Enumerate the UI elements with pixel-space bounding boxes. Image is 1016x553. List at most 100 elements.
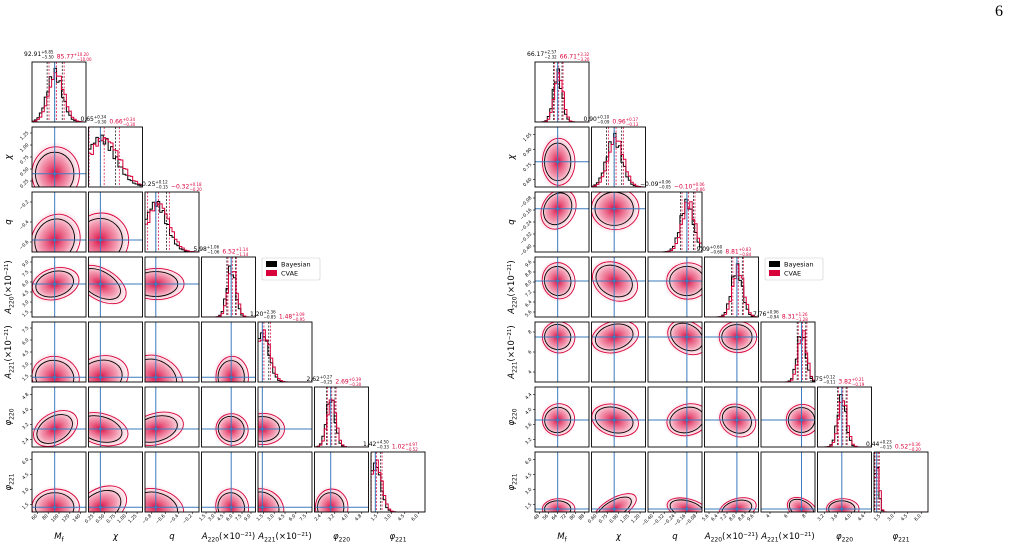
panel-content bbox=[88, 452, 143, 512]
label-subscript: 221 bbox=[9, 473, 16, 485]
density bbox=[32, 486, 81, 512]
label-unit-close: ) bbox=[507, 260, 517, 263]
truth-point bbox=[556, 207, 560, 211]
legend-label: Bayesian bbox=[784, 261, 814, 269]
histogram-cvae bbox=[314, 399, 369, 447]
panel bbox=[88, 191, 143, 253]
panel-frame bbox=[88, 191, 143, 253]
y-tick-label: −0.6 bbox=[18, 239, 30, 251]
truth-point bbox=[260, 427, 264, 431]
bayesian-median: 7.76 bbox=[753, 311, 767, 318]
bayesian-median: 0.65 bbox=[81, 116, 95, 123]
legend-label: CVAE bbox=[784, 270, 801, 278]
y-tick-label: 4.5 bbox=[524, 472, 533, 481]
panel-frame bbox=[534, 451, 590, 513]
y-tick-label: 6.0 bbox=[524, 457, 533, 466]
y-axis-label: q bbox=[507, 219, 517, 225]
bayesian-median: −0.09 bbox=[640, 181, 659, 188]
panel-content bbox=[704, 387, 759, 447]
panel-frame bbox=[88, 126, 143, 188]
panel bbox=[647, 256, 703, 318]
label-subscript: 220 bbox=[339, 537, 351, 544]
truth-point bbox=[685, 507, 689, 511]
contour-cvae bbox=[719, 497, 757, 512]
contour-bayesian bbox=[217, 415, 245, 443]
x-tick-label: −0.08 bbox=[684, 513, 698, 527]
truth-point bbox=[735, 507, 739, 511]
y-tick-label: −0.24 bbox=[519, 219, 533, 233]
panel-content bbox=[591, 127, 646, 187]
cvae-median: 1.02 bbox=[392, 444, 406, 451]
panel-frame bbox=[31, 256, 87, 318]
y-tick-label: 3.2 bbox=[21, 422, 30, 431]
label-unit-close: ) bbox=[507, 325, 517, 328]
y-tick-label: 7.5 bbox=[21, 269, 30, 278]
x-tick-label: 140 bbox=[72, 513, 82, 523]
x-axis-label: χ bbox=[615, 532, 622, 542]
y-axis-label: χ bbox=[4, 154, 14, 161]
panel-frame bbox=[534, 61, 590, 123]
label-symbol: A bbox=[704, 532, 711, 542]
panel bbox=[591, 256, 646, 318]
contour-cvae bbox=[33, 410, 78, 447]
cvae-plus: +0.18 bbox=[189, 182, 202, 187]
truth-point bbox=[98, 427, 102, 431]
contour-bayesian bbox=[594, 323, 634, 351]
y-tick-label: 6.4 bbox=[524, 299, 533, 308]
panel-frame bbox=[647, 191, 703, 253]
cvae-plus: +3.32 bbox=[577, 52, 590, 57]
truth-point bbox=[685, 279, 689, 283]
label-symbol: A bbox=[4, 373, 14, 380]
x-tick-label: 4.0 bbox=[843, 513, 852, 522]
y-tick-label: 4 bbox=[527, 369, 533, 375]
truth-point bbox=[556, 335, 560, 339]
label-symbol: φ bbox=[333, 532, 339, 542]
y-tick-label: 3.2 bbox=[524, 437, 533, 446]
y-tick-label: 0.50 bbox=[19, 166, 31, 178]
label-subscript: f bbox=[565, 537, 568, 544]
x-tick-label: 0.75 bbox=[105, 513, 117, 525]
y-tick-label: −0.2 bbox=[18, 199, 30, 211]
panel bbox=[704, 321, 759, 383]
y-tick-label: 6.0 bbox=[21, 279, 30, 288]
diagonal-title: 7.76+0.96 −0.94 8.31+1.26 −1.28 bbox=[753, 310, 808, 323]
x-tick-label: 0.60 bbox=[587, 513, 599, 525]
bayesian-plus: +0.96 bbox=[766, 310, 779, 315]
panel-frame bbox=[647, 321, 703, 383]
panel-content bbox=[648, 192, 702, 252]
histogram-cvae bbox=[591, 137, 646, 187]
panel bbox=[647, 321, 703, 383]
label-symbol: A bbox=[507, 308, 517, 315]
cvae-median: 66.71 bbox=[560, 54, 577, 61]
panel bbox=[201, 321, 256, 383]
cvae-median: 3.82 bbox=[838, 379, 852, 386]
panel bbox=[31, 321, 87, 383]
histogram-bayesian bbox=[371, 462, 425, 512]
truth-point bbox=[685, 335, 689, 339]
label-symbol: φ bbox=[892, 532, 898, 542]
panel-frame bbox=[647, 256, 703, 318]
cvae-median: 0.52 bbox=[895, 444, 909, 451]
x-tick-label: 80 bbox=[41, 513, 49, 521]
contour-bayesian bbox=[543, 266, 572, 296]
contour-cvae bbox=[215, 488, 250, 512]
bayesian-minus: −0.09 bbox=[597, 120, 610, 125]
panel bbox=[144, 321, 200, 383]
panel bbox=[88, 451, 143, 513]
contour-bayesian bbox=[544, 324, 572, 350]
x-tick-label: 72 bbox=[560, 513, 568, 521]
panel-content bbox=[88, 192, 143, 252]
label-symbol: φ bbox=[4, 485, 14, 491]
truth-point bbox=[154, 375, 158, 379]
contour-cvae bbox=[145, 488, 184, 512]
x-tick-label: 6.4 bbox=[710, 513, 719, 522]
label-symbol: φ bbox=[507, 420, 517, 426]
label-subscript: 220 bbox=[9, 296, 16, 308]
label-subscript: 221 bbox=[395, 537, 407, 544]
y-tick-label: 4.5 bbox=[21, 472, 30, 481]
label-symbol: A bbox=[201, 532, 208, 542]
bayesian-median: 0.90 bbox=[584, 116, 598, 123]
panel bbox=[647, 451, 703, 513]
panel bbox=[31, 256, 87, 318]
bayesian-minus: −2.32 bbox=[544, 55, 557, 60]
